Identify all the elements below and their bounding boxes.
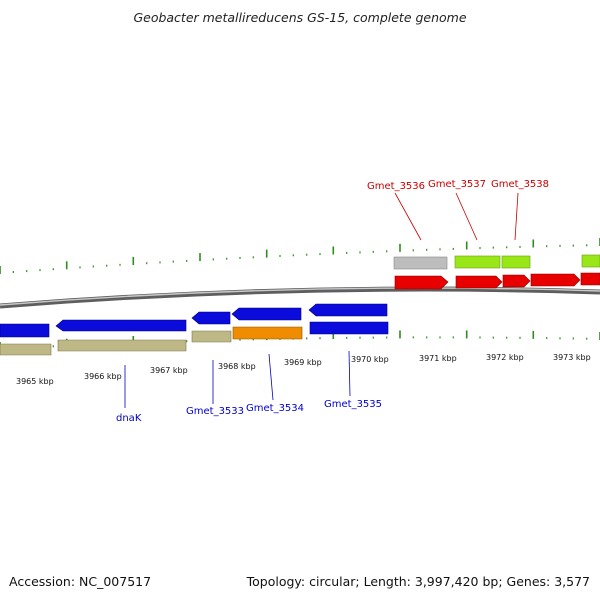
reverse-gene-row	[0, 303, 389, 338]
gene-label-3536[interactable]: Gmet_3536	[367, 181, 425, 192]
axis-label: 3967 kbp	[150, 366, 188, 375]
gene-red-5[interactable]	[580, 272, 600, 286]
gene-blue-1[interactable]	[0, 323, 50, 338]
axis-label: 3969 kbp	[284, 358, 322, 367]
forward-gene-row	[394, 272, 600, 290]
leader-line	[455, 192, 478, 241]
leader-line	[348, 350, 351, 397]
gene-blue-3534[interactable]	[231, 307, 302, 321]
gene-khaki-3[interactable]	[191, 330, 232, 343]
map-title: Geobacter metallireducens GS-15, complet…	[133, 10, 467, 25]
gene-orange[interactable]	[232, 326, 303, 340]
axis-label-row: 3965 kbp 3966 kbp 3967 kbp 3968 kbp 3969…	[16, 353, 591, 386]
forward-labels: Gmet_3536 Gmet_3537 Gmet_3538	[367, 179, 549, 241]
gene-khaki-1[interactable]	[0, 343, 52, 356]
gene-label-3537[interactable]: Gmet_3537	[428, 179, 486, 190]
axis-label: 3972 kbp	[486, 353, 524, 362]
reverse-labels: dnaK Gmet_3533 Gmet_3534 Gmet_3535	[116, 350, 382, 424]
gene-label-3534[interactable]: Gmet_3534	[246, 403, 304, 414]
upper-tick-row	[0, 238, 600, 274]
gene-lime-1[interactable]	[454, 255, 501, 269]
gene-lime-2[interactable]	[501, 255, 531, 269]
axis-label: 3966 kbp	[84, 372, 122, 381]
gene-blue-3535[interactable]	[308, 303, 388, 317]
leader-line	[514, 192, 519, 241]
genome-backbone-highlight	[0, 287, 600, 306]
gene-khaki-2[interactable]	[57, 339, 187, 352]
gene-red-3[interactable]	[502, 274, 531, 288]
gene-red-2[interactable]	[455, 275, 503, 289]
axis-label: 3973 kbp	[553, 353, 591, 362]
axis-label: 3970 kbp	[351, 355, 389, 364]
gene-lime-3[interactable]	[581, 254, 600, 268]
axis-label: 3968 kbp	[218, 362, 256, 371]
gene-label-dnaK[interactable]: dnaK	[116, 413, 142, 424]
gene-label-3538[interactable]: Gmet_3538	[491, 179, 549, 190]
leader-line	[394, 192, 422, 241]
forward-upper-row	[393, 254, 600, 270]
gene-grey[interactable]	[393, 256, 448, 270]
reverse-lower-row	[0, 326, 303, 356]
gene-red-4[interactable]	[530, 273, 581, 287]
gene-blue-lower[interactable]	[309, 321, 389, 335]
genome-stats: Topology: circular; Length: 3,997,420 bp…	[246, 574, 590, 589]
genome-backbone	[0, 286, 600, 309]
gene-blue-dnaK[interactable]	[55, 319, 187, 332]
axis-label: 3965 kbp	[16, 377, 54, 386]
gene-label-3533[interactable]: Gmet_3533	[186, 406, 244, 417]
gene-label-3535[interactable]: Gmet_3535	[324, 399, 382, 410]
accession-label: Accession: NC_007517	[9, 574, 152, 589]
gene-red-1[interactable]	[394, 275, 449, 290]
leader-line	[268, 353, 274, 401]
gene-blue-3533[interactable]	[191, 311, 231, 325]
axis-label: 3971 kbp	[419, 354, 457, 363]
